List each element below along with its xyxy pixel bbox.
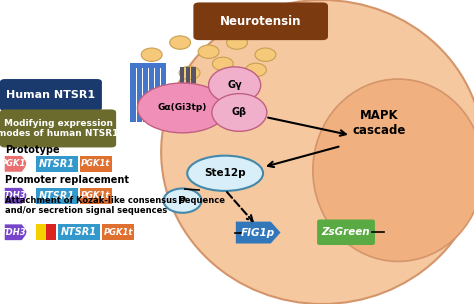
Bar: [80, 188, 112, 204]
Text: Human NTSR1: Human NTSR1: [6, 90, 96, 100]
Text: Gα(Gi3tp): Gα(Gi3tp): [158, 103, 207, 112]
Text: FIG1p: FIG1p: [241, 228, 275, 237]
Circle shape: [164, 188, 201, 213]
Bar: [102, 224, 134, 240]
Text: ZsGreen: ZsGreen: [322, 227, 370, 237]
Text: Attachment of Kozak-like consensus sequence
and/or secretion signal sequences: Attachment of Kozak-like consensus seque…: [5, 196, 225, 215]
Bar: [36, 188, 78, 204]
Text: PGK1p: PGK1p: [1, 159, 32, 168]
Bar: [149, 67, 154, 122]
Text: Gγ: Gγ: [227, 80, 242, 90]
Circle shape: [141, 48, 162, 61]
Text: TDH3p: TDH3p: [1, 228, 33, 237]
Ellipse shape: [209, 67, 261, 103]
Circle shape: [246, 63, 266, 77]
Circle shape: [227, 36, 247, 49]
Ellipse shape: [161, 0, 474, 304]
Text: Prototype: Prototype: [5, 145, 59, 155]
Bar: [155, 67, 160, 122]
Ellipse shape: [313, 79, 474, 261]
Text: Gβ: Gβ: [232, 108, 247, 117]
Text: TDH3p: TDH3p: [1, 191, 33, 200]
Text: Promoter replacement: Promoter replacement: [5, 175, 129, 185]
Bar: [46, 224, 56, 240]
Text: Modifying expression
modes of human NTSR1: Modifying expression modes of human NTSR…: [0, 119, 119, 138]
FancyArrow shape: [5, 156, 27, 172]
Ellipse shape: [137, 83, 228, 133]
Bar: [36, 224, 46, 240]
Bar: [191, 67, 196, 97]
Text: NTSR1: NTSR1: [39, 191, 75, 201]
Ellipse shape: [187, 156, 263, 191]
Bar: [143, 67, 148, 122]
Bar: [186, 67, 190, 97]
Circle shape: [255, 48, 276, 61]
Text: PGK1t: PGK1t: [81, 191, 110, 200]
FancyBboxPatch shape: [193, 2, 328, 40]
Bar: [58, 224, 100, 240]
Circle shape: [170, 36, 191, 49]
FancyArrow shape: [236, 222, 281, 244]
Bar: [180, 67, 184, 97]
Text: PGK1t: PGK1t: [103, 228, 133, 237]
Text: P: P: [178, 196, 187, 206]
Text: MAPK
cascade: MAPK cascade: [353, 109, 406, 137]
Text: NTSR1: NTSR1: [61, 227, 97, 237]
Bar: [130, 67, 136, 122]
Text: NTSR1: NTSR1: [39, 159, 75, 169]
FancyArrow shape: [130, 63, 166, 68]
FancyBboxPatch shape: [317, 219, 375, 245]
FancyBboxPatch shape: [0, 109, 116, 147]
FancyArrow shape: [5, 224, 27, 240]
Text: Ste12p: Ste12p: [204, 168, 246, 178]
Text: PGK1t: PGK1t: [81, 159, 110, 168]
Bar: [161, 67, 166, 122]
Ellipse shape: [212, 94, 267, 131]
FancyArrow shape: [5, 188, 27, 204]
Bar: [80, 156, 112, 172]
Bar: [137, 67, 142, 122]
Circle shape: [179, 66, 200, 80]
FancyBboxPatch shape: [0, 79, 102, 111]
Circle shape: [212, 57, 233, 71]
Text: Neurotensin: Neurotensin: [220, 15, 301, 28]
Circle shape: [198, 45, 219, 58]
Bar: [36, 156, 78, 172]
